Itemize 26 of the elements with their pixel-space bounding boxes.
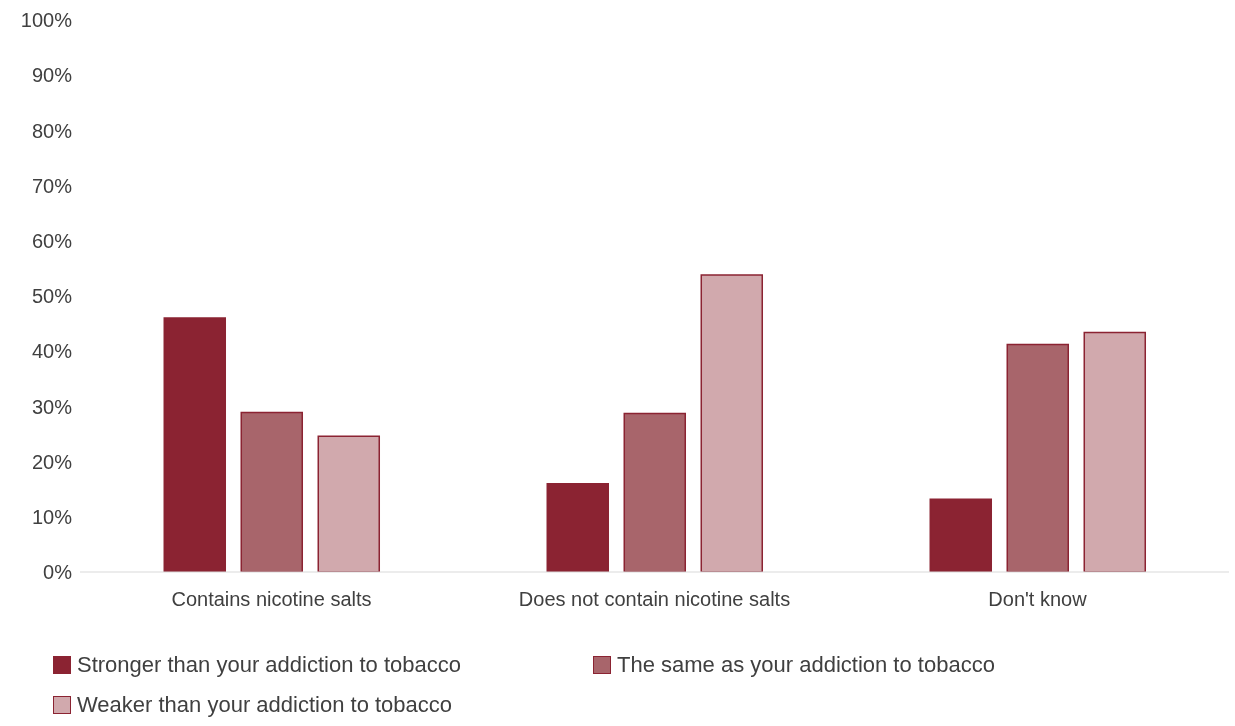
x-tick-label: Does not contain nicotine salts	[518, 588, 791, 611]
x-tick-label: Contains nicotine salts	[171, 588, 372, 611]
y-tick-label: 30%	[31, 395, 73, 418]
bar	[163, 317, 227, 572]
bar	[623, 412, 687, 572]
y-tick-label: 80%	[31, 119, 73, 142]
bar	[546, 482, 610, 572]
legend-label: Stronger than your addiction to tobacco	[77, 652, 462, 678]
y-tick-label: 60%	[31, 229, 73, 252]
y-tick-label: 50%	[31, 285, 73, 308]
y-tick-label: 90%	[31, 64, 73, 87]
legend-label: The same as your addiction to tobacco	[617, 652, 995, 678]
bar	[240, 411, 304, 572]
bar	[700, 274, 764, 572]
bar	[1083, 331, 1147, 572]
y-tick-label: 10%	[31, 505, 73, 528]
y-tick-label: 0%	[43, 561, 73, 584]
bar	[929, 498, 993, 572]
bar	[1006, 343, 1070, 572]
legend-label: Weaker than your addiction to tobacco	[77, 692, 453, 718]
y-tick-label: 40%	[31, 340, 73, 363]
y-tick-label: 20%	[31, 450, 73, 473]
y-tick-label: 70%	[31, 174, 73, 197]
x-tick-label: Don't know	[988, 588, 1088, 611]
bar	[317, 435, 381, 572]
y-tick-label: 100%	[20, 9, 73, 32]
